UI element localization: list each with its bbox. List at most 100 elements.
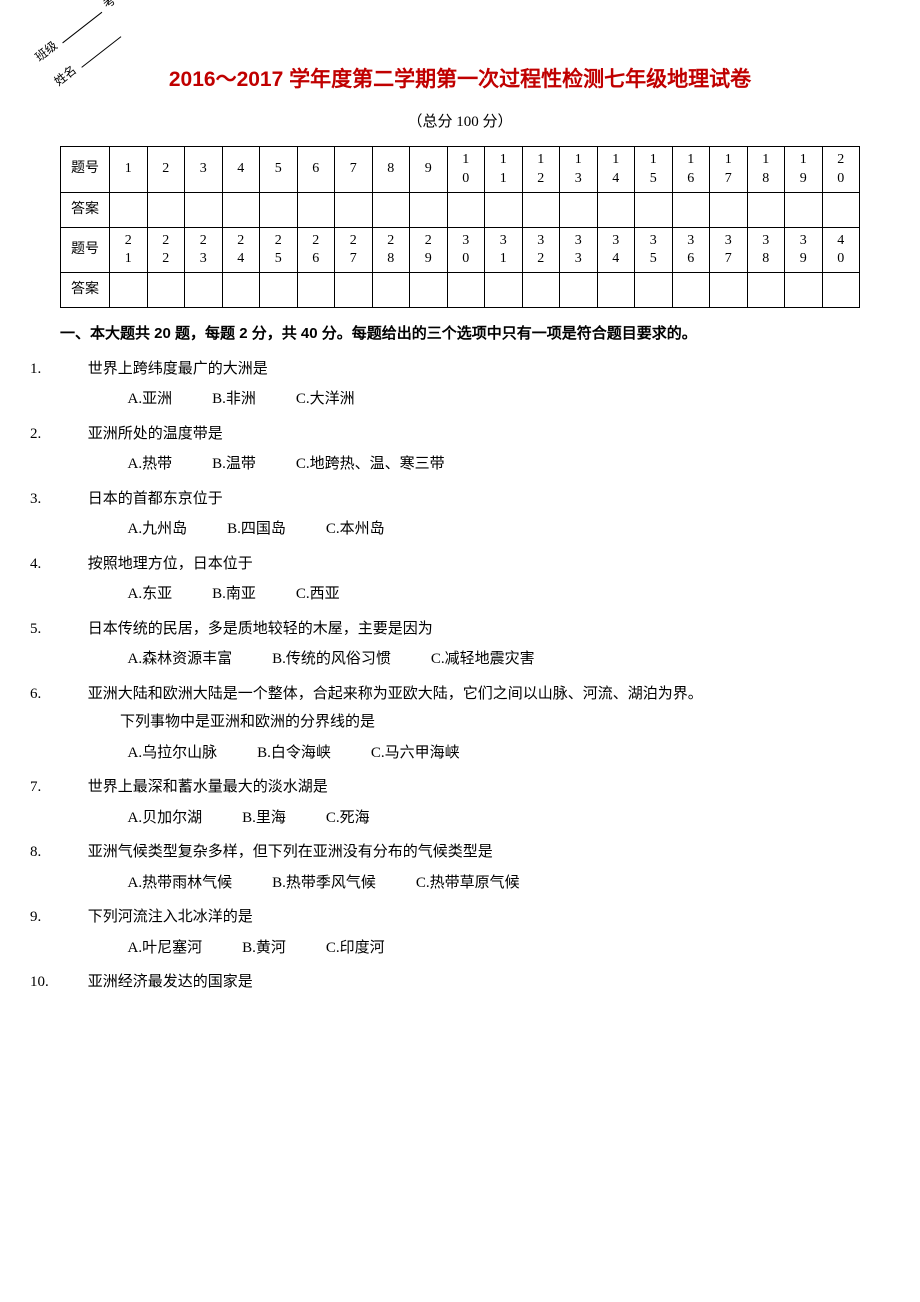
binding-class-label: 班级 xyxy=(30,35,63,68)
answer-num-cell: 29 xyxy=(410,227,448,272)
question-option: B.温带 xyxy=(212,450,256,479)
answer-num-cell: 22 xyxy=(147,227,185,272)
question-item: 6. 亚洲大陆和欧洲大陆是一个整体，合起来称为亚欧大陆，它们之间以山脉、河流、湖… xyxy=(60,680,860,768)
question-options: A.贝加尔湖 B.里海 C.死海 xyxy=(90,804,860,833)
label-answer-1: 答案 xyxy=(61,192,110,227)
label-answer-2: 答案 xyxy=(61,273,110,308)
question-stem: 世界上最深和蓄水量最大的淡水湖是 xyxy=(84,779,328,795)
answer-sheet-table: 题号 1234567891011121314151617181920 答案 题号… xyxy=(60,146,860,308)
answer-blank-cell xyxy=(747,273,785,308)
question-option: C.减轻地震灾害 xyxy=(431,645,535,674)
answer-num-cell: 26 xyxy=(297,227,335,272)
question-option: A.东亚 xyxy=(128,580,173,609)
answer-num-cell: 23 xyxy=(185,227,223,272)
answer-blank-cell xyxy=(185,273,223,308)
question-item: 5. 日本传统的民居，多是质地较轻的木屋，主要是因为A.森林资源丰富B.传统的风… xyxy=(60,615,860,674)
question-number: 10. xyxy=(60,968,84,997)
answer-row-header-2: 题号 2122232425262728293031323334353637383… xyxy=(61,227,860,272)
answer-num-cell: 39 xyxy=(785,227,823,272)
question-option: C.西亚 xyxy=(296,580,340,609)
question-list: 1. 世界上跨纬度最广的大洲是A.亚洲B.非洲C.大洋洲2. 亚洲所处的温度带是… xyxy=(60,355,860,997)
question-option: C.大洋洲 xyxy=(296,385,355,414)
question-options: A.热带B.温带C.地跨热、温、寒三带 xyxy=(90,450,860,479)
question-option: C.马六甲海峡 xyxy=(371,739,460,768)
answer-blank-cell xyxy=(785,192,823,227)
question-stem-continued: 下列事物中是亚洲和欧洲的分界线的是 xyxy=(90,708,860,737)
answer-row-header-1: 题号 1234567891011121314151617181920 xyxy=(61,147,860,192)
answer-num-cell: 6 xyxy=(297,147,335,192)
answer-num-cell: 10 xyxy=(447,147,485,192)
answer-num-cell: 19 xyxy=(785,147,823,192)
answer-num-cell: 17 xyxy=(710,147,748,192)
question-stem: 亚洲所处的温度带是 xyxy=(84,426,223,442)
answer-num-cell: 16 xyxy=(672,147,710,192)
answer-blank-cell xyxy=(747,192,785,227)
answer-blank-cell xyxy=(560,273,598,308)
answer-num-cell: 3 xyxy=(185,147,223,192)
answer-blank-cell xyxy=(710,273,748,308)
answer-num-cell: 12 xyxy=(522,147,560,192)
question-number: 4. xyxy=(60,550,84,579)
answer-num-cell: 32 xyxy=(522,227,560,272)
answer-blank-cell xyxy=(335,192,373,227)
label-number-2: 题号 xyxy=(61,227,110,272)
answer-num-cell: 24 xyxy=(222,227,260,272)
question-stem: 日本传统的民居，多是质地较轻的木屋，主要是因为 xyxy=(84,621,433,637)
answer-blank-cell xyxy=(447,273,485,308)
answer-num-cell: 36 xyxy=(672,227,710,272)
question-option: B.传统的风俗习惯 xyxy=(272,645,391,674)
answer-num-cell: 8 xyxy=(372,147,410,192)
question-option: C.地跨热、温、寒三带 xyxy=(296,450,445,479)
answer-num-cell: 2 xyxy=(147,147,185,192)
question-option: C.印度河 xyxy=(326,934,385,963)
question-option: B.里海 xyxy=(242,804,286,833)
answer-num-cell: 35 xyxy=(635,227,673,272)
question-option: B.热带季风气候 xyxy=(272,869,376,898)
question-item: 7. 世界上最深和蓄水量最大的淡水湖是A.贝加尔湖B.里海C.死海 xyxy=(60,773,860,832)
answer-blank-cell xyxy=(297,273,335,308)
answer-num-cell: 33 xyxy=(560,227,598,272)
section-1-header: 一、本大题共 20 题，每题 2 分，共 40 分。每题给出的三个选项中只有一项… xyxy=(60,320,860,349)
question-item: 8. 亚洲气候类型复杂多样，但下列在亚洲没有分布的气候类型是A.热带雨林气候B.… xyxy=(60,838,860,897)
question-options: A.亚洲B.非洲C.大洋洲 xyxy=(90,385,860,414)
question-options: A.九州岛B.四国岛C.本州岛 xyxy=(90,515,860,544)
question-option: A.叶尼塞河 xyxy=(128,934,203,963)
answer-blank-cell xyxy=(222,273,260,308)
answer-num-cell: 7 xyxy=(335,147,373,192)
question-options: A.森林资源丰富B.传统的风俗习惯C.减轻地震灾害 xyxy=(90,645,860,674)
answer-blank-cell xyxy=(335,273,373,308)
answer-blank-cell xyxy=(260,192,298,227)
answer-blank-cell xyxy=(597,192,635,227)
exam-title: 2016～2017 学年度第二学期第一次过程性检测七年级地理试卷 xyxy=(60,60,860,100)
question-number: 1. xyxy=(60,355,84,384)
answer-num-cell: 25 xyxy=(260,227,298,272)
answer-blank-cell xyxy=(185,192,223,227)
answer-row-blank-2: 答案 xyxy=(61,273,860,308)
question-option: B.白令海峡 xyxy=(257,739,331,768)
answer-blank-cell xyxy=(785,273,823,308)
question-item: 3. 日本的首都东京位于A.九州岛B.四国岛C.本州岛 xyxy=(60,485,860,544)
question-number: 3. xyxy=(60,485,84,514)
question-options: A.东亚B.南亚C.西亚 xyxy=(90,580,860,609)
answer-blank-cell xyxy=(822,192,860,227)
question-option: A.贝加尔湖 xyxy=(128,804,203,833)
answer-blank-cell xyxy=(297,192,335,227)
question-option: C.本州岛 xyxy=(326,515,385,544)
answer-blank-cell xyxy=(522,273,560,308)
question-item: 9. 下列河流注入北冰洋的是A.叶尼塞河B.黄河C.印度河 xyxy=(60,903,860,962)
answer-blank-cell xyxy=(635,192,673,227)
question-options: A.热带雨林气候B.热带季风气候C.热带草原气候 xyxy=(90,869,860,898)
answer-num-cell: 15 xyxy=(635,147,673,192)
answer-num-cell: 37 xyxy=(710,227,748,272)
answer-blank-cell xyxy=(447,192,485,227)
question-option: A.亚洲 xyxy=(128,385,173,414)
answer-blank-cell xyxy=(110,273,148,308)
question-option: C.死海 xyxy=(326,804,370,833)
answer-num-cell: 11 xyxy=(485,147,523,192)
answer-blank-cell xyxy=(260,273,298,308)
answer-blank-cell xyxy=(372,273,410,308)
question-item: 2. 亚洲所处的温度带是A.热带B.温带C.地跨热、温、寒三带 xyxy=(60,420,860,479)
question-item: 4. 按照地理方位，日本位于A.东亚B.南亚C.西亚 xyxy=(60,550,860,609)
answer-blank-cell xyxy=(147,192,185,227)
answer-blank-cell xyxy=(372,192,410,227)
